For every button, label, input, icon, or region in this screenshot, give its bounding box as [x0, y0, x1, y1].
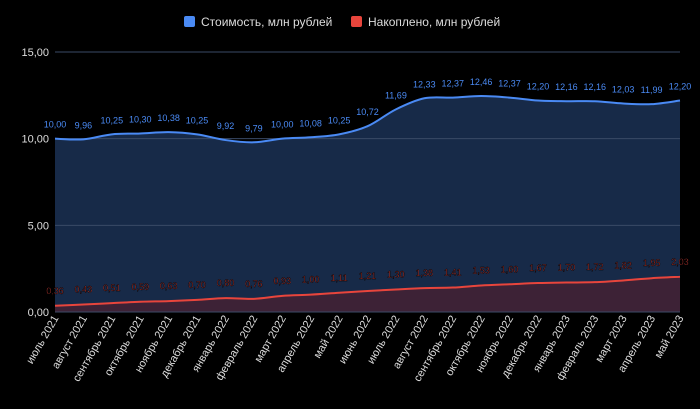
data-label: 10,00 — [44, 120, 67, 130]
data-label: 0,70 — [188, 280, 206, 290]
data-label: 10,30 — [129, 114, 152, 124]
data-label: 0,51 — [103, 283, 121, 293]
data-label: 1,72 — [586, 262, 604, 272]
data-label: 1,95 — [643, 258, 661, 268]
data-label: 1,21 — [359, 271, 377, 281]
line-series-1 — [54, 275, 681, 307]
area-series-1 — [55, 276, 680, 312]
x-tick-label: май 2023 — [653, 314, 687, 361]
data-label: 11,69 — [385, 90, 407, 100]
legend-label: Накоплено, млн рублей — [368, 15, 500, 29]
data-label: 12,37 — [498, 79, 521, 89]
data-label: 1,82 — [614, 260, 632, 270]
data-label: 12,20 — [527, 82, 550, 92]
data-label: 10,38 — [157, 113, 180, 123]
data-label: 9,79 — [245, 123, 263, 133]
legend-label: Стоимость, млн рублей — [201, 15, 332, 29]
data-label: 1,38 — [416, 268, 434, 278]
data-label: 1,11 — [331, 273, 348, 283]
data-label: 12,33 — [413, 79, 436, 89]
y-tick-label: 15,00 — [21, 47, 49, 59]
data-label: 9,92 — [217, 121, 235, 131]
data-label: 0,36 — [46, 286, 64, 296]
data-label: 12,03 — [612, 84, 635, 94]
data-label: 12,16 — [555, 82, 578, 92]
data-label: 1,70 — [558, 263, 576, 273]
data-label: 1,00 — [302, 275, 320, 285]
data-label: 10,72 — [356, 107, 379, 117]
line-series-0 — [54, 95, 681, 144]
legend-swatch — [184, 16, 195, 27]
data-label: 1,41 — [444, 268, 462, 278]
data-label: 10,25 — [101, 115, 124, 125]
data-label: 10,00 — [271, 120, 294, 130]
data-label: 1,67 — [529, 263, 547, 273]
data-label: 10,25 — [328, 115, 351, 125]
data-label: 0,93 — [274, 276, 292, 286]
area-series-0 — [55, 96, 680, 312]
data-label: 10,08 — [299, 118, 322, 128]
data-label: 0,80 — [217, 278, 235, 288]
data-label: 9,96 — [75, 120, 93, 130]
data-label: 0,43 — [75, 285, 93, 295]
data-label: 2,03 — [671, 257, 689, 267]
data-label: 12,37 — [441, 79, 464, 89]
data-label: 1,53 — [472, 265, 490, 275]
data-label: 1,60 — [501, 264, 519, 274]
data-label: 12,16 — [584, 82, 607, 92]
y-tick-label: 0,00 — [28, 307, 49, 319]
y-tick-label: 5,00 — [28, 220, 49, 232]
legend-swatch — [351, 16, 362, 27]
data-label: 12,20 — [669, 82, 692, 92]
data-label: 11,99 — [641, 85, 663, 95]
data-label: 1,30 — [387, 269, 405, 279]
y-tick-label: 10,00 — [21, 134, 49, 146]
data-label: 0,59 — [131, 282, 149, 292]
data-label: 10,25 — [186, 115, 209, 125]
data-label: 12,46 — [470, 77, 493, 87]
data-label: 0,63 — [160, 281, 178, 291]
data-label: 0,76 — [245, 279, 263, 289]
